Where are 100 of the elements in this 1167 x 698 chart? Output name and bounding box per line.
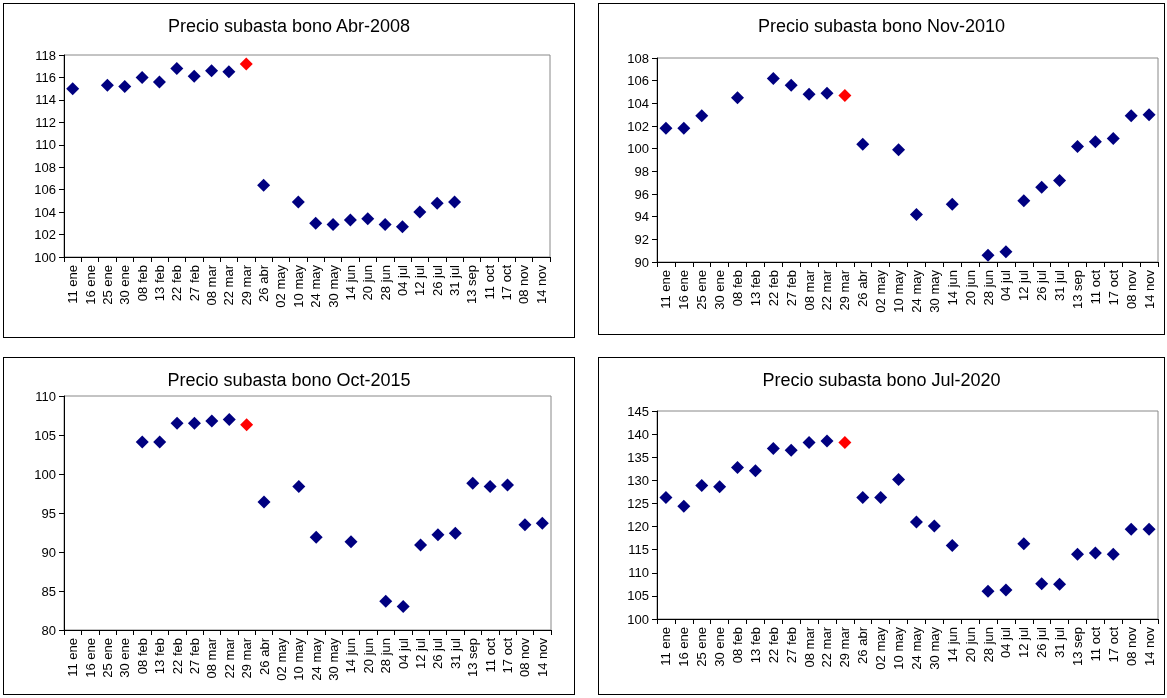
point <box>1142 522 1156 536</box>
x-tick-label: 27 feb <box>186 638 202 675</box>
point <box>659 490 673 504</box>
point <box>448 195 462 209</box>
point <box>240 418 254 432</box>
x-tick-label: 27 feb <box>186 265 202 302</box>
y-tick-label: 115 <box>628 542 649 558</box>
point <box>1070 547 1084 561</box>
x-tick-label: 30 ene <box>117 265 133 305</box>
x-tick-label: 08 feb <box>134 638 150 675</box>
y-tick-label: 104 <box>34 204 56 220</box>
point <box>731 460 745 474</box>
x-tick-label: 24 may <box>308 637 324 681</box>
x-tick-label: 22 feb <box>169 638 185 675</box>
point <box>501 478 515 492</box>
y-tick-label: 92 <box>634 231 649 247</box>
y-tick-label: 100 <box>627 611 649 627</box>
y-tick-label: 102 <box>34 227 56 243</box>
x-tick-label: 25 ene <box>99 265 115 305</box>
x-tick-label: 14 jun <box>944 627 960 663</box>
point <box>766 71 780 85</box>
x-tick-label: 12 jul <box>1016 626 1032 659</box>
y-tick-label: 90 <box>634 254 649 270</box>
x-tick-label: 27 feb <box>783 270 799 307</box>
point <box>1017 537 1031 551</box>
point <box>892 472 906 486</box>
y-tick-label: 108 <box>34 159 56 175</box>
x-tick-label: 08 mar <box>204 637 220 679</box>
point <box>326 217 340 231</box>
x-tick-label: 04 jul <box>394 264 410 297</box>
x-tick-label: 04 jul <box>998 626 1014 659</box>
point <box>1124 522 1138 536</box>
point <box>430 196 444 210</box>
point <box>395 220 409 234</box>
x-tick-label: 25 ene <box>694 627 710 667</box>
point <box>909 207 923 221</box>
x-tick-label: 08 nov <box>1123 626 1139 667</box>
y-tick-label: 118 <box>35 47 56 63</box>
x-tick-label: 20 jun <box>360 638 376 674</box>
point <box>695 109 709 123</box>
x-tick-label: 24 may <box>308 264 324 308</box>
x-tick-label: 26 abr <box>256 264 272 302</box>
x-tick-label: 29 mar <box>837 626 853 668</box>
x-tick-label: 24 may <box>908 269 924 313</box>
x-tick-label: 22 feb <box>765 270 781 307</box>
x-tick-label: 13 sep <box>465 638 481 678</box>
x-tick-label: 08 feb <box>730 627 746 664</box>
x-tick-label: 08 nov <box>1123 269 1139 310</box>
x-tick-label: 02 may <box>873 626 889 670</box>
chart-title: Precio subasta bono Jul-2020 <box>762 370 1001 390</box>
x-tick-label: 31 jul <box>1052 626 1068 659</box>
point <box>187 69 201 83</box>
point <box>945 539 959 553</box>
point <box>677 499 691 513</box>
x-tick-label: 13 sep <box>1069 627 1085 667</box>
point <box>100 78 114 92</box>
x-tick-label: 26 jul <box>430 637 446 670</box>
point <box>135 435 149 449</box>
x-tick-label: 16 ene <box>676 627 692 667</box>
point <box>1035 577 1049 591</box>
x-tick-label: 30 may <box>326 637 342 681</box>
x-tick-label: 26 abr <box>256 637 272 675</box>
point <box>838 88 852 102</box>
x-tick-label: 26 jul <box>429 264 445 297</box>
x-tick-label: 22 feb <box>765 627 781 664</box>
x-tick-label: 12 jul <box>412 264 428 297</box>
x-tick-label: 11 oct <box>481 264 497 300</box>
x-tick-label: 26 jul <box>1034 626 1050 659</box>
x-tick-label: 28 jun <box>980 627 996 663</box>
x-tick-label: 12 jul <box>413 637 429 670</box>
point <box>856 490 870 504</box>
point <box>344 535 358 549</box>
point <box>1053 173 1067 187</box>
point <box>291 195 305 209</box>
y-tick-label: 110 <box>35 388 56 404</box>
y-tick-label: 114 <box>35 92 56 108</box>
point <box>820 434 834 448</box>
point <box>677 121 691 135</box>
point <box>766 441 780 455</box>
x-tick-label: 13 sep <box>1069 270 1085 310</box>
x-tick-label: 11 oct <box>482 637 498 673</box>
x-tick-label: 22 mar <box>221 637 237 679</box>
y-tick-label: 80 <box>41 622 56 638</box>
x-tick-label: 02 may <box>273 637 289 681</box>
x-tick-label: 26 abr <box>855 269 871 307</box>
x-tick-label: 30 ene <box>712 627 728 667</box>
point <box>309 216 323 230</box>
x-tick-label: 29 mar <box>239 637 255 679</box>
point <box>518 518 532 532</box>
point <box>856 137 870 151</box>
y-tick-label: 112 <box>35 114 56 130</box>
point <box>1017 194 1031 208</box>
y-tick-label: 135 <box>627 449 649 465</box>
point <box>1070 139 1084 153</box>
x-tick-label: 08 nov <box>517 637 533 678</box>
y-tick-label: 140 <box>627 426 649 442</box>
y-tick-label: 102 <box>627 118 649 134</box>
y-tick-label: 108 <box>627 50 649 66</box>
y-tick-label: 110 <box>628 565 649 581</box>
point <box>802 87 816 101</box>
